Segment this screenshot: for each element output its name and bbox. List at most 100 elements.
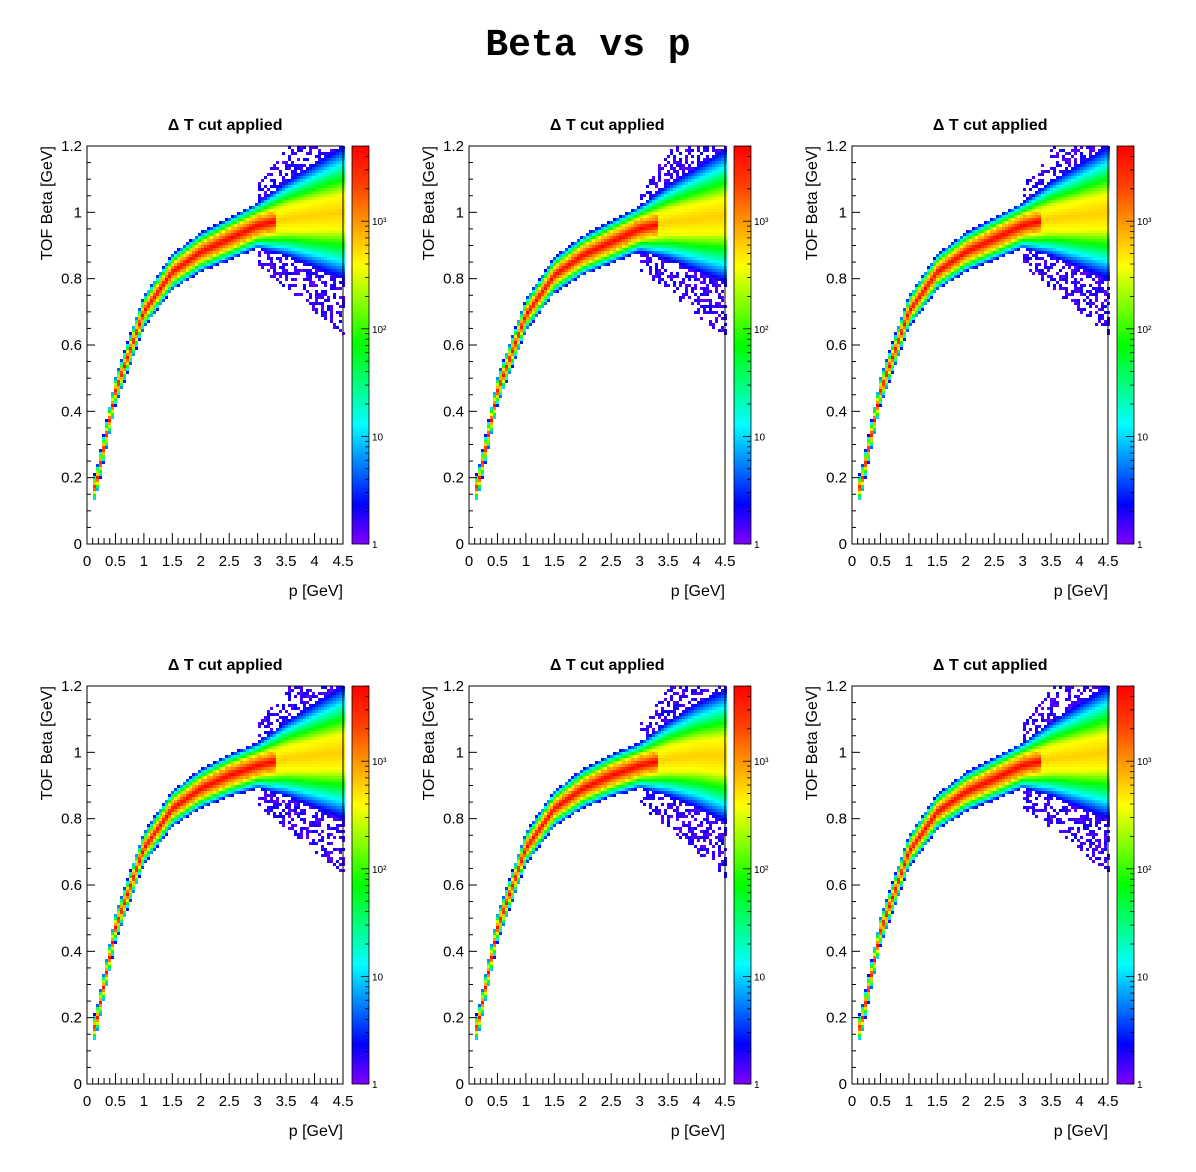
y-tick-label: 1 xyxy=(74,204,82,221)
heatmap-cell xyxy=(924,272,927,275)
heatmap-cell xyxy=(210,233,213,236)
heatmap-cell xyxy=(147,314,150,317)
heatmap-cell xyxy=(700,299,703,302)
heatmap-cell xyxy=(225,218,228,221)
heatmap-cell xyxy=(676,230,679,233)
heatmap-cell xyxy=(264,248,267,251)
heatmap-cell xyxy=(336,326,339,329)
heatmap-cell xyxy=(309,170,312,173)
heatmap-cell xyxy=(291,215,294,218)
heatmap-cell xyxy=(972,245,975,248)
heatmap-cell xyxy=(652,218,655,221)
heatmap-cell xyxy=(1053,146,1056,149)
heatmap-cell xyxy=(942,284,945,287)
heatmap-cell xyxy=(1056,236,1059,239)
heatmap-cell xyxy=(273,266,276,269)
heatmap-cell xyxy=(1050,194,1053,197)
heatmap-cell xyxy=(138,326,141,329)
heatmap-cell xyxy=(327,296,330,299)
heatmap-cell xyxy=(195,260,198,263)
heatmap-cell xyxy=(1032,239,1035,242)
heatmap-cell xyxy=(1050,233,1053,236)
heatmap-cell xyxy=(276,161,279,164)
heatmap-cell xyxy=(1053,242,1056,245)
heatmap-cell xyxy=(619,236,622,239)
heatmap-cell xyxy=(685,155,688,158)
heatmap-cell xyxy=(186,269,189,272)
heatmap-cell xyxy=(105,437,108,440)
heatmap-cell xyxy=(891,371,894,374)
heatmap-cell xyxy=(634,215,637,218)
heatmap-cell xyxy=(688,188,691,191)
heatmap-cell xyxy=(324,239,327,242)
heatmap-cell xyxy=(306,185,309,188)
heatmap-cell xyxy=(655,194,658,197)
heatmap-cell xyxy=(598,248,601,251)
heatmap-cell xyxy=(918,296,921,299)
heatmap-cell xyxy=(270,218,273,221)
heatmap-cell xyxy=(514,332,517,335)
heatmap-cell xyxy=(297,194,300,197)
heatmap-cell xyxy=(873,428,876,431)
heatmap-cell xyxy=(637,206,640,209)
heatmap-cell xyxy=(294,170,297,173)
heatmap-cell xyxy=(192,245,195,248)
heatmap-cell xyxy=(1038,191,1041,194)
heatmap-cell xyxy=(535,290,538,293)
heatmap-cell xyxy=(243,239,246,242)
heatmap-cell xyxy=(333,251,336,254)
heatmap-cell xyxy=(571,269,574,272)
heatmap-cell xyxy=(312,146,315,149)
heatmap-cell xyxy=(300,203,303,206)
heatmap-cell xyxy=(327,158,330,161)
heatmap-cell xyxy=(963,260,966,263)
heatmap-cell xyxy=(918,293,921,296)
heatmap-cell xyxy=(679,158,682,161)
heatmap-cell xyxy=(1062,245,1065,248)
heatmap-cell xyxy=(703,224,706,227)
heatmap-cell xyxy=(718,158,721,161)
heatmap-cell xyxy=(165,272,168,275)
heatmap-cell xyxy=(697,302,700,305)
heatmap-cell xyxy=(234,221,237,224)
heatmap-cell xyxy=(1035,269,1038,272)
heatmap-cell xyxy=(138,314,141,317)
heatmap-cell xyxy=(694,206,697,209)
heatmap-cell xyxy=(652,194,655,197)
heatmap-cell xyxy=(613,227,616,230)
heatmap-cell xyxy=(616,221,619,224)
heatmap-cell xyxy=(661,242,664,245)
heatmap-cell xyxy=(691,191,694,194)
heatmap-cell xyxy=(297,203,300,206)
heatmap-cell xyxy=(649,203,652,206)
heatmap-cell xyxy=(942,248,945,251)
heatmap-cell xyxy=(321,179,324,182)
heatmap-cell xyxy=(915,284,918,287)
heatmap-cell xyxy=(285,278,288,281)
heatmap-cell xyxy=(219,230,222,233)
heatmap-cell xyxy=(309,236,312,239)
heatmap-cell xyxy=(285,206,288,209)
heatmap-cell xyxy=(903,311,906,314)
heatmap-cell xyxy=(180,272,183,275)
heatmap-cell xyxy=(553,269,556,272)
heatmap-cell xyxy=(327,179,330,182)
heatmap-cell xyxy=(117,395,120,398)
heatmap-cell xyxy=(1044,191,1047,194)
heatmap-cell xyxy=(966,233,969,236)
heatmap-cell xyxy=(318,233,321,236)
heatmap-cell xyxy=(673,197,676,200)
heatmap-cell xyxy=(312,185,315,188)
heatmap-cell xyxy=(598,257,601,260)
y-tick-label: 0.6 xyxy=(61,337,82,354)
heatmap-cell xyxy=(282,215,285,218)
heatmap-cell xyxy=(183,245,186,248)
heatmap-cell xyxy=(309,149,312,152)
heatmap-cell xyxy=(1056,260,1059,263)
heatmap-cell xyxy=(333,224,336,227)
heatmap-cell xyxy=(900,323,903,326)
heatmap-cell xyxy=(129,347,132,350)
heatmap-cell xyxy=(303,200,306,203)
heatmap-cell xyxy=(318,239,321,242)
heatmap-cell xyxy=(694,248,697,251)
